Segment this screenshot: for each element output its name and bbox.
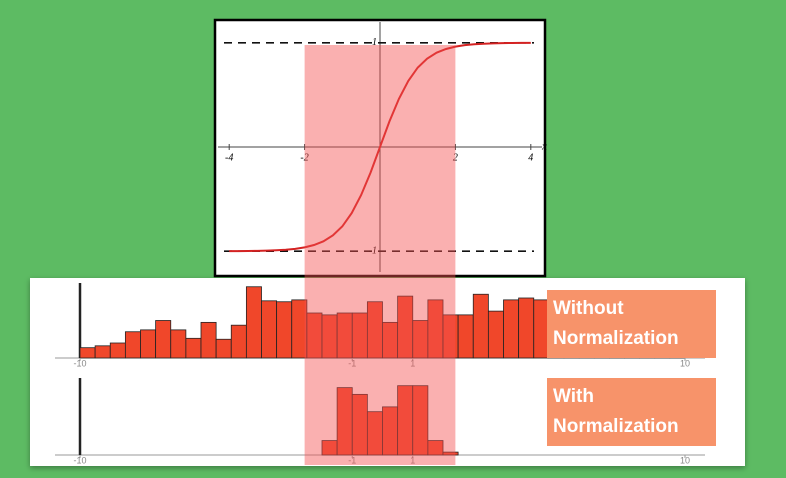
bar	[276, 301, 293, 359]
bar	[457, 314, 474, 359]
curve	[229, 41, 531, 253]
bar	[230, 324, 247, 359]
x-tick-label: -10	[73, 358, 86, 368]
y-tick-label: 1	[372, 37, 377, 48]
bar	[79, 347, 96, 359]
annotation: Without Normalization	[547, 290, 716, 358]
y-tick-label: -1	[369, 245, 377, 256]
bar	[518, 297, 535, 359]
bar	[412, 385, 429, 456]
x-tick-label: -10	[73, 455, 86, 465]
x-tick-label: 10	[680, 455, 690, 465]
x-tick-label: 4	[528, 152, 533, 163]
bar	[185, 337, 202, 359]
bar	[200, 321, 217, 359]
bar	[215, 338, 232, 359]
annotation: With Normalization	[547, 378, 716, 446]
x-tick-label: -4	[225, 152, 233, 163]
bar	[245, 286, 262, 359]
bar	[261, 300, 278, 359]
x-tick-label: 10	[680, 358, 690, 368]
x-tick-label: 1	[410, 358, 415, 368]
bar	[155, 320, 172, 359]
bar	[109, 342, 126, 359]
x-tick-label: -1	[348, 455, 356, 465]
bar	[124, 331, 141, 359]
bar	[503, 299, 520, 359]
shaded-range	[304, 45, 456, 465]
bar	[140, 329, 157, 359]
bar	[442, 451, 459, 456]
x-tick-label: -1	[348, 358, 356, 368]
x-axis-label: x	[541, 141, 547, 153]
bar	[170, 329, 187, 359]
bar	[487, 310, 504, 359]
x-tick-label: -2	[300, 152, 308, 163]
bar	[94, 345, 111, 359]
x-tick-label: 2	[453, 152, 458, 163]
x-tick-label: 1	[410, 455, 415, 465]
bar	[427, 440, 444, 456]
bar	[472, 293, 489, 359]
